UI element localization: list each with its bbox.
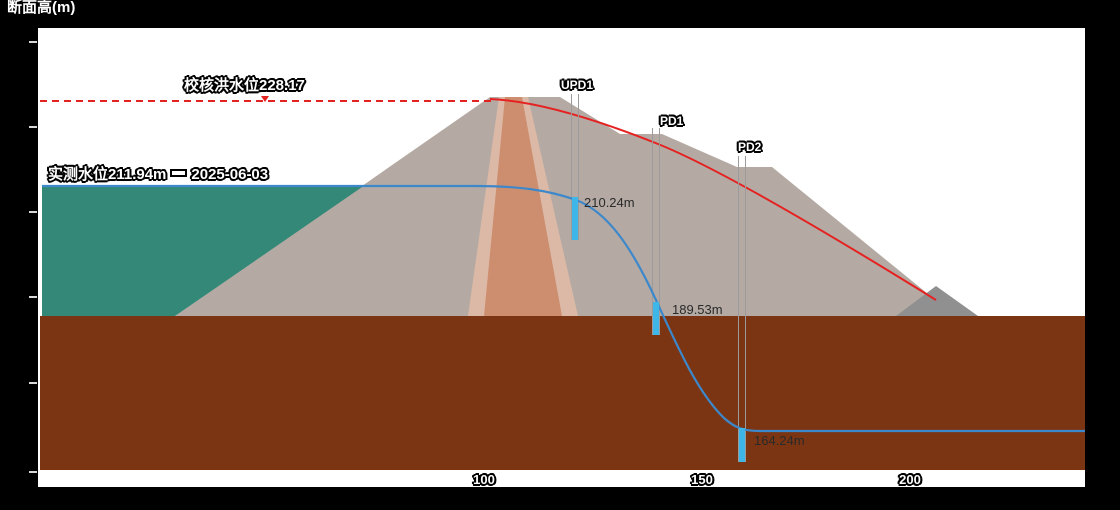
- flood-level-pointer-icon: [261, 96, 269, 102]
- measured-level-label: 实测水位211.94m: [48, 166, 167, 183]
- y-axis-tick: [29, 296, 37, 298]
- piezometer-reading-pd1: 189.53m: [672, 302, 723, 317]
- piezometer-water-pd1: [653, 302, 659, 335]
- x-axis-label-200: 200: [899, 472, 921, 487]
- cross-section-drawing: [40, 94, 1085, 470]
- y-axis-tick: [29, 126, 37, 128]
- reservoir-water: [42, 185, 365, 316]
- y-axis-tick: [29, 471, 37, 473]
- x-axis-label-150: 150: [691, 472, 713, 487]
- toe-drain-prism: [896, 286, 978, 316]
- check-flood-level-label: 校核洪水位228.17: [184, 77, 305, 94]
- piezometer-label-pd2: PD2: [738, 140, 762, 154]
- x-axis-label-100: 100: [473, 472, 495, 487]
- piezometer-water-pd2: [739, 428, 745, 462]
- measured-level-date: 2025-06-03: [191, 166, 269, 183]
- y-axis-tick: [29, 211, 37, 213]
- dam-body: [175, 97, 955, 316]
- legend-line-sample: [172, 171, 186, 176]
- y-axis-title: 断面高(m): [7, 0, 76, 16]
- piezometer-water-upd1: [572, 197, 578, 240]
- piezometer-reading-pd2: 164.24m: [754, 433, 805, 448]
- y-axis-title-wrap: 断面高(m): [7, 0, 75, 25]
- dam-core: [484, 97, 562, 316]
- piezometer-label-pd1: PD1: [660, 114, 684, 128]
- y-axis-tick: [29, 382, 37, 384]
- piezometer-reading-upd1: 210.24m: [584, 195, 635, 210]
- flood-phreatic-curve: [489, 98, 937, 301]
- measured-level-annotation: 实测水位211.94m 2025-06-03: [48, 166, 269, 184]
- piezometer-tubes: [571, 94, 746, 462]
- plot-area: 校核洪水位228.17 实测水位211.94m 2025-06-03 UPD1 P…: [38, 28, 1085, 487]
- piezometer-label-upd1: UPD1: [561, 78, 594, 92]
- measured-phreatic-line: [42, 184, 1085, 433]
- y-axis-tick: [29, 41, 37, 43]
- foundation-ground: [40, 316, 1085, 470]
